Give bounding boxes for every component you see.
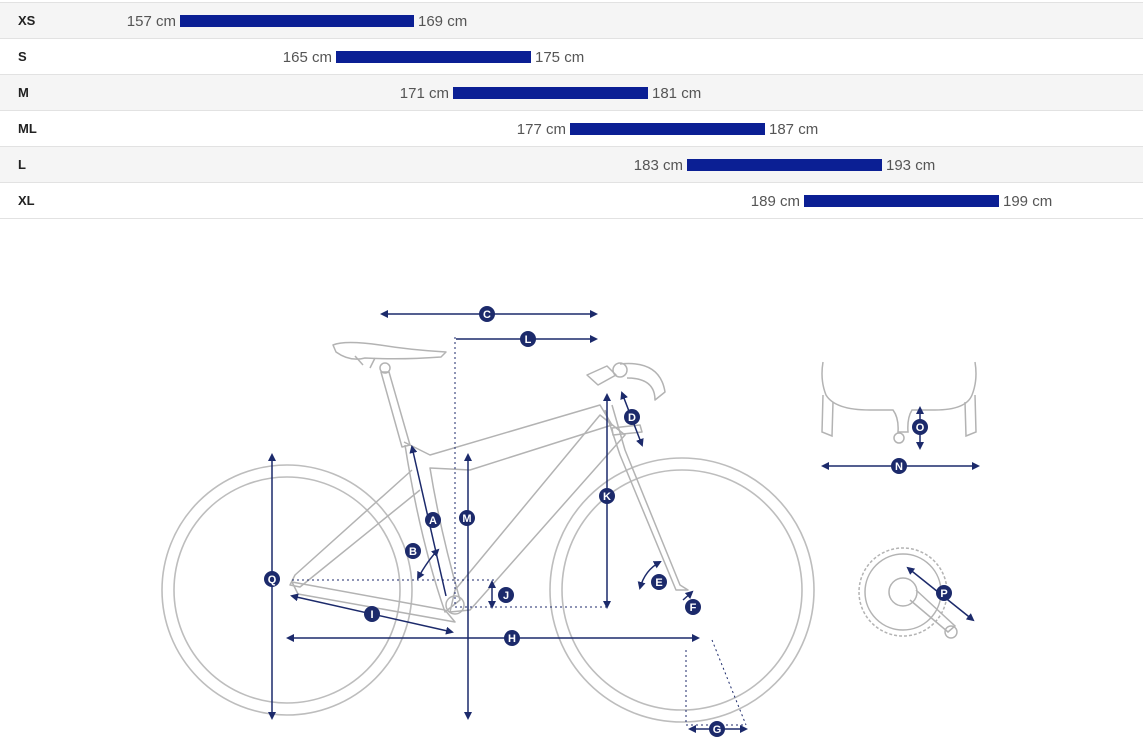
height-min-label: 165 cm	[282, 49, 332, 66]
geometry-markers: A B C D E F G H I J K L M N O P Q	[264, 306, 952, 737]
svg-text:P: P	[940, 588, 947, 600]
height-range-bar	[336, 51, 531, 63]
marker-k: K	[599, 488, 615, 504]
marker-j: J	[498, 587, 514, 603]
height-min-label: 177 cm	[516, 121, 566, 138]
size-row: L 183 cm 193 cm	[0, 147, 1143, 183]
svg-text:Q: Q	[268, 574, 277, 586]
svg-text:L: L	[525, 334, 532, 346]
marker-l: L	[520, 331, 536, 347]
marker-a: A	[425, 512, 441, 528]
reference-lines	[292, 337, 747, 726]
marker-q: Q	[264, 571, 280, 587]
height-max-label: 193 cm	[886, 157, 936, 174]
marker-p: P	[936, 585, 952, 601]
svg-text:F: F	[690, 602, 697, 614]
svg-text:K: K	[603, 491, 611, 503]
svg-text:A: A	[429, 515, 437, 527]
marker-h: H	[504, 630, 520, 646]
size-label: M	[18, 85, 29, 100]
svg-text:M: M	[462, 513, 471, 525]
height-max-label: 199 cm	[1003, 193, 1053, 210]
svg-text:G: G	[713, 724, 722, 736]
svg-text:D: D	[628, 412, 636, 424]
svg-text:C: C	[483, 309, 491, 321]
marker-i: I	[364, 606, 380, 622]
height-max-label: 169 cm	[418, 13, 468, 30]
svg-text:N: N	[895, 461, 903, 473]
height-max-label: 187 cm	[769, 121, 819, 138]
size-label: ML	[18, 121, 37, 136]
handlebar-front-view	[821, 361, 977, 444]
svg-text:H: H	[508, 633, 516, 645]
rear-wheel	[161, 464, 413, 716]
size-label: XS	[18, 13, 36, 28]
svg-text:I: I	[370, 609, 373, 621]
svg-text:J: J	[503, 590, 509, 602]
height-min-label: 171 cm	[399, 85, 449, 102]
height-min-label: 189 cm	[750, 193, 800, 210]
height-range-bar	[180, 15, 414, 27]
height-range-bar	[570, 123, 765, 135]
size-label: S	[18, 49, 27, 64]
front-wheel	[549, 457, 815, 723]
marker-f: F	[685, 599, 701, 615]
height-min-label: 157 cm	[126, 13, 176, 30]
height-range-bar	[453, 87, 648, 99]
height-min-label: 183 cm	[633, 157, 683, 174]
svg-text:B: B	[409, 546, 417, 558]
marker-e: E	[651, 574, 667, 590]
size-label: XL	[18, 193, 35, 208]
marker-g: G	[709, 721, 725, 737]
size-row: XL 189 cm 199 cm	[0, 183, 1143, 219]
marker-m: M	[459, 510, 475, 526]
height-range-bar	[687, 159, 882, 171]
height-max-label: 181 cm	[652, 85, 702, 102]
marker-b: B	[405, 543, 421, 559]
marker-d: D	[624, 409, 640, 425]
size-row: S 165 cm 175 cm	[0, 39, 1143, 75]
height-range-bar	[804, 195, 999, 207]
size-label: L	[18, 157, 26, 172]
size-chart: XS 157 cm 169 cm S 165 cm 175 cm M 171 cm 181 cm…	[0, 2, 1143, 219]
svg-text:E: E	[655, 577, 662, 589]
height-max-label: 175 cm	[535, 49, 585, 66]
dimension-arrows	[268, 310, 980, 733]
size-row: ML 177 cm 187 cm	[0, 111, 1143, 147]
svg-text:O: O	[916, 422, 925, 434]
size-row: M 171 cm 181 cm	[0, 75, 1143, 111]
marker-n: N	[891, 458, 907, 474]
marker-c: C	[479, 306, 495, 322]
size-row: XS 157 cm 169 cm	[0, 2, 1143, 39]
marker-o: O	[912, 419, 928, 435]
